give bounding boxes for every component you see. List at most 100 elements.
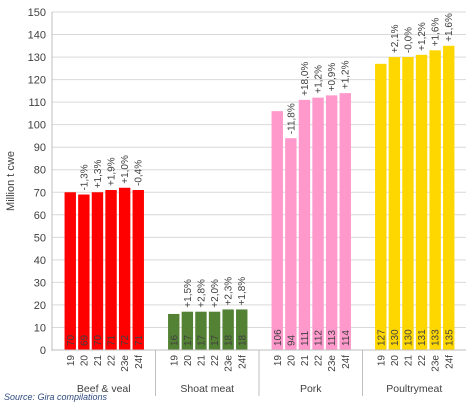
change-label: +1,3% — [93, 160, 104, 189]
change-label: -11,8% — [286, 103, 297, 134]
data-label: 17 — [210, 334, 221, 346]
bar — [64, 192, 76, 350]
source-note: Source: Gira compilations — [4, 392, 108, 402]
y-tick-label: 50 — [34, 232, 46, 244]
bar — [415, 54, 428, 351]
change-label: +1,6% — [431, 18, 442, 47]
y-axis-title: Million t cwe — [5, 151, 17, 211]
data-label: 71 — [134, 334, 145, 346]
group-label: Poultrymeat — [386, 383, 442, 395]
bar — [222, 309, 234, 350]
y-tick-label: 0 — [40, 345, 46, 357]
change-label: +18,0% — [300, 62, 311, 96]
x-tick-label: 20 — [79, 355, 90, 367]
bar — [339, 93, 351, 351]
x-tick-label: 21 — [300, 355, 311, 367]
bar — [78, 194, 90, 350]
bar — [443, 45, 455, 351]
bar — [105, 190, 117, 350]
y-axis: 0 10 20 30 40 50 60 70 80 90 100 110 120 130 140 150 — [28, 7, 53, 357]
bar — [236, 309, 248, 350]
data-label: 106 — [273, 329, 284, 346]
y-tick-label: 120 — [28, 75, 46, 87]
x-tick-label: 23e — [431, 355, 442, 372]
bar — [285, 138, 297, 350]
x-tick-label: 22 — [314, 355, 325, 367]
bar — [388, 57, 401, 351]
change-label: -0,0% — [403, 27, 414, 53]
y-tick-label: 20 — [34, 300, 46, 312]
x-tick-label: 24f — [444, 355, 455, 369]
bar — [271, 111, 283, 350]
change-label: +2,0% — [210, 279, 221, 308]
data-label: 130 — [403, 329, 414, 346]
change-label: -1,3% — [79, 164, 90, 190]
bar — [181, 311, 194, 350]
bar — [168, 313, 180, 350]
x-tick-label: 24f — [134, 355, 145, 369]
x-tick-label: 22 — [107, 355, 118, 367]
x-tick-label: 20 — [286, 355, 297, 367]
x-tick-label: 23e — [224, 355, 235, 372]
bar — [429, 50, 441, 350]
change-label: +1,5% — [183, 279, 194, 308]
x-tick-label: 24f — [237, 355, 248, 369]
data-label: 18 — [237, 334, 248, 346]
group-label: Pork — [300, 383, 322, 395]
x-tick-label: 22 — [210, 355, 221, 367]
data-label: 111 — [300, 330, 311, 346]
x-tick-label: 22 — [417, 355, 428, 367]
data-label: 69 — [79, 334, 90, 346]
data-label: 135 — [444, 329, 455, 346]
x-tick-label: 19 — [66, 355, 77, 367]
data-label: 114 — [341, 330, 352, 346]
y-tick-label: 110 — [28, 97, 46, 109]
change-label: +1,6% — [444, 13, 455, 42]
change-label: +2,8% — [196, 279, 207, 308]
group-label: Shoat meat — [180, 383, 234, 395]
bar — [402, 57, 414, 351]
change-label: +1,2% — [341, 60, 352, 89]
data-label: 18 — [224, 334, 235, 346]
bar — [208, 311, 221, 350]
y-tick-label: 40 — [34, 255, 46, 267]
data-label: 127 — [376, 329, 387, 346]
bar — [298, 99, 311, 350]
change-label: +1,8% — [237, 277, 248, 306]
data-label: 94 — [286, 334, 297, 346]
change-label: -0,4% — [134, 160, 145, 186]
y-tick-label: 30 — [34, 277, 46, 289]
change-label: +1,2% — [417, 22, 428, 51]
x-tick-label: 19 — [376, 355, 387, 367]
data-label: 71 — [107, 334, 118, 346]
y-tick-label: 140 — [28, 30, 46, 42]
x-tick-label: 23e — [120, 355, 131, 372]
x-tick-label: 19 — [273, 355, 284, 367]
x-tick-label: 21 — [403, 355, 414, 367]
x-tick-label: 23e — [327, 355, 338, 372]
bar — [132, 190, 144, 350]
change-label: +1,0% — [120, 155, 131, 184]
change-label: +2,1% — [390, 24, 401, 53]
y-tick-label: 80 — [34, 165, 46, 177]
y-tick-label: 100 — [28, 120, 46, 132]
y-tick-label: 60 — [34, 210, 46, 222]
data-label: 112 — [314, 330, 325, 346]
y-tick-label: 10 — [34, 322, 46, 334]
data-label: 113 — [327, 330, 338, 346]
change-label: +0,9% — [327, 63, 338, 92]
change-label: +1,9% — [107, 157, 118, 186]
x-tick-label: 21 — [93, 355, 104, 367]
bar — [195, 311, 207, 350]
data-label: 70 — [93, 334, 104, 346]
data-label: 16 — [169, 334, 180, 346]
bar — [375, 63, 387, 351]
x-tick-label: 24f — [341, 355, 352, 369]
bar — [325, 95, 338, 350]
data-label: 131 — [417, 329, 428, 346]
bar — [312, 97, 324, 350]
bars: 70 69-1,3%70+1,3%71+1,9%72+1,0%71-0,4%16 1… — [64, 13, 455, 351]
change-label: +1,2% — [314, 65, 325, 94]
